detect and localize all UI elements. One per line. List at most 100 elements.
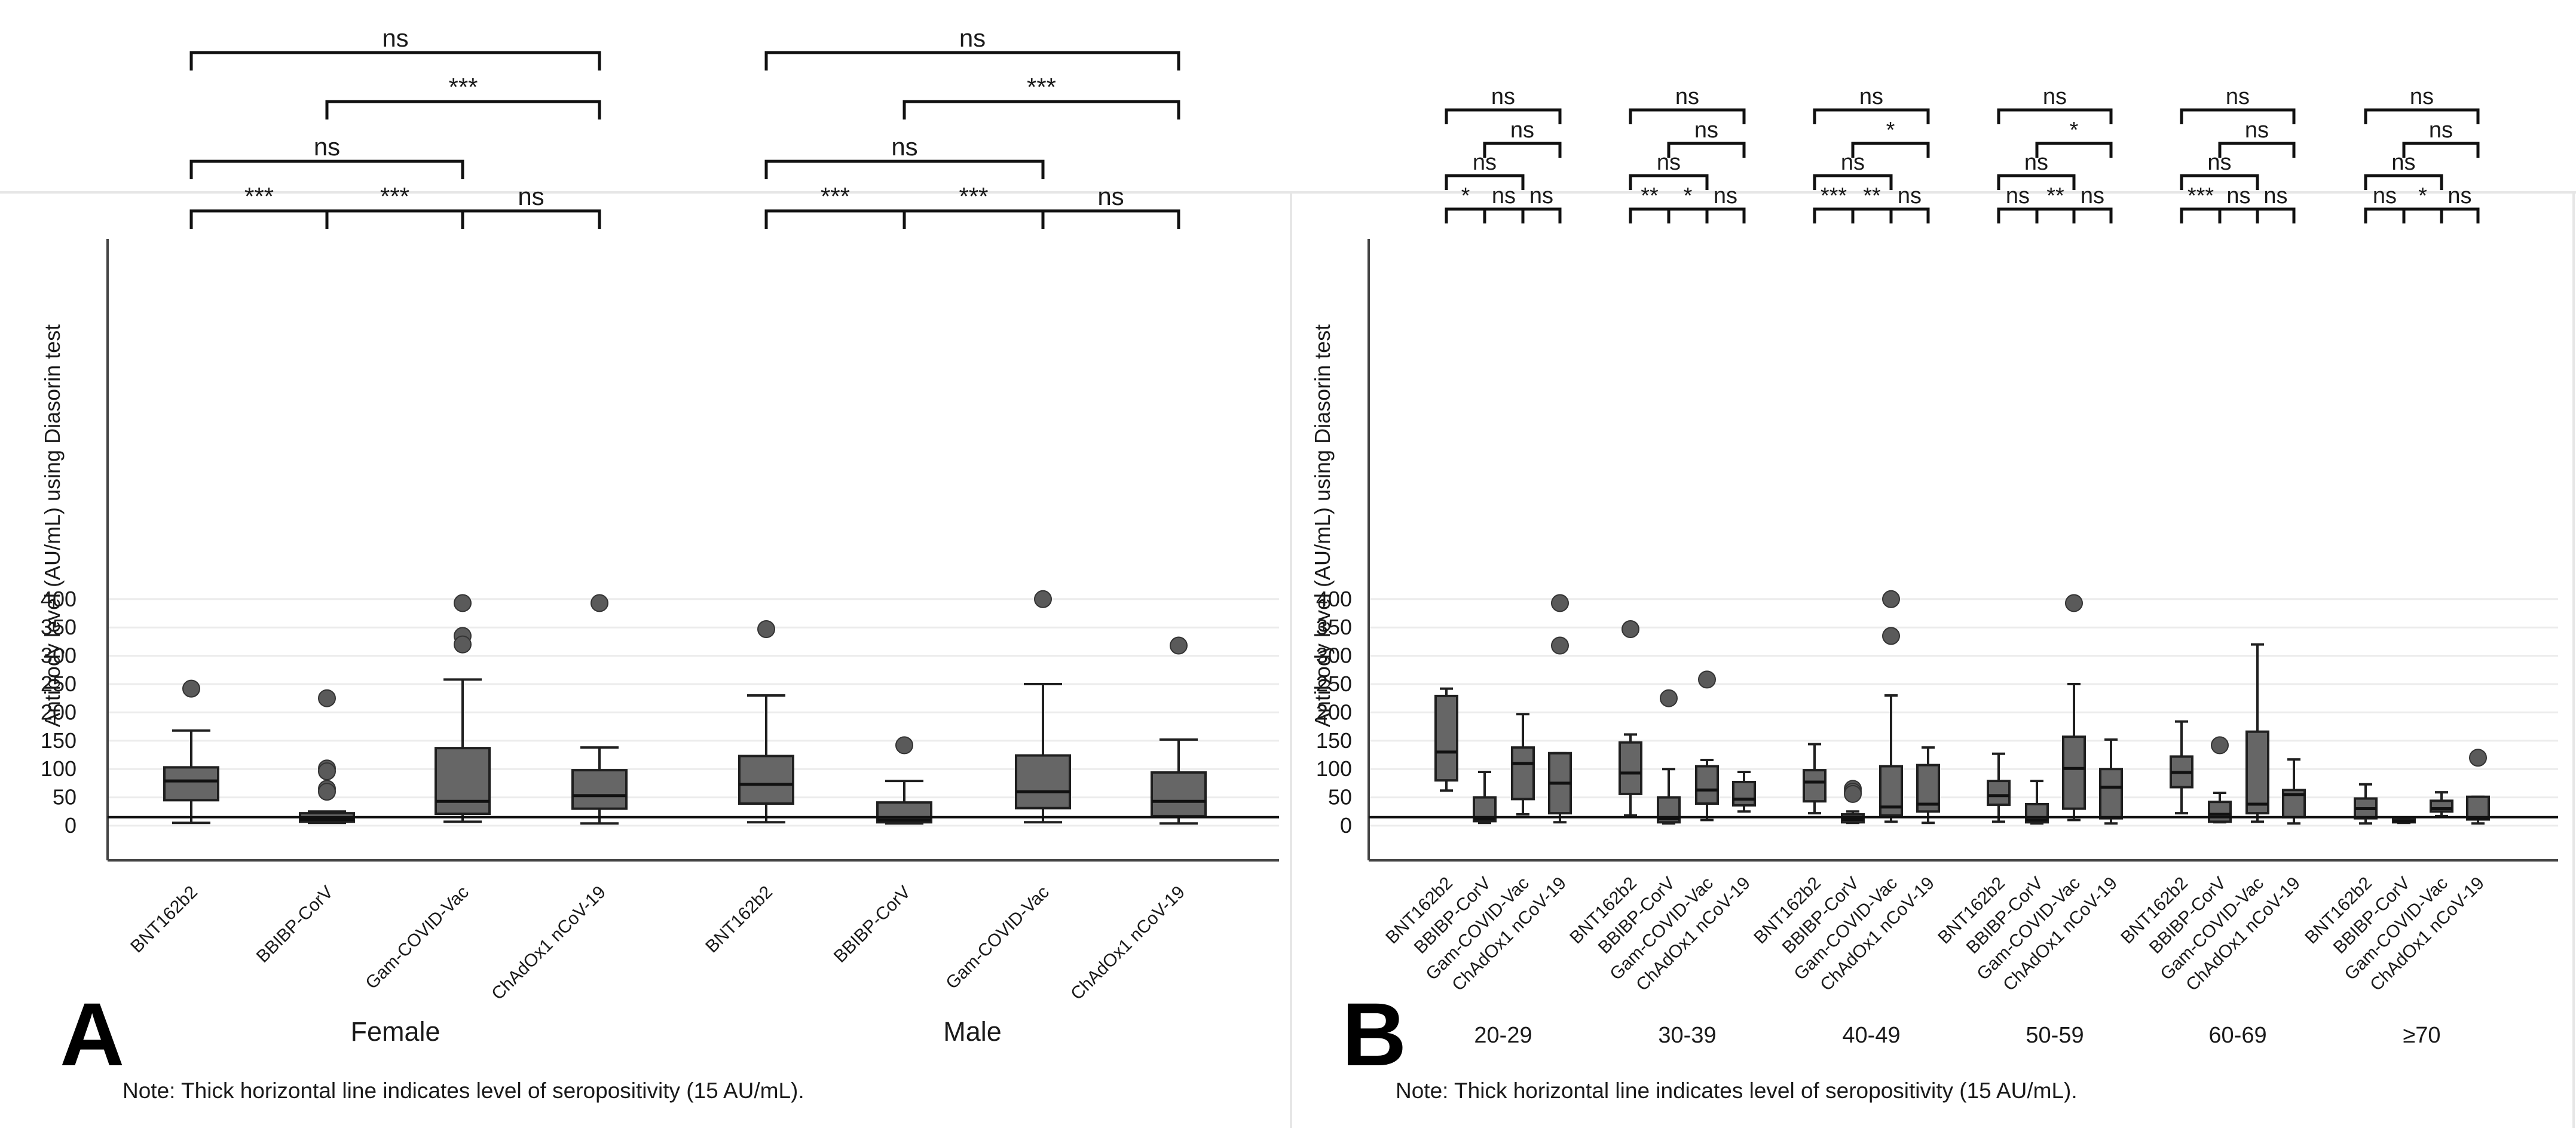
bracket-line	[2218, 142, 2296, 158]
bracket-line	[1997, 174, 2076, 190]
bracket-line	[764, 51, 1180, 70]
significance-label: ns	[1492, 183, 1516, 209]
significance-bracket: ns	[764, 133, 1045, 179]
significance-label: ns	[1473, 150, 1497, 175]
outlier-point	[1034, 590, 1052, 608]
iqr-box	[1987, 780, 2011, 806]
box-male-chadox1-ncov-19	[1151, 636, 1207, 825]
panel-a-note: Note: Thick horizontal line indicates le…	[123, 1078, 804, 1103]
outlier-point	[454, 635, 472, 654]
significance-bracket: ns	[2180, 84, 2296, 124]
significance-label: ***	[959, 182, 988, 210]
outlier-point	[1551, 636, 1569, 655]
bracket-line	[2364, 108, 2480, 124]
significance-bracket: ***	[902, 73, 1180, 119]
significance-label: ***	[1821, 183, 1847, 209]
outlier-point	[1551, 594, 1569, 612]
y-tick-label: 50	[53, 785, 77, 810]
y-tick-label: 350	[41, 615, 77, 639]
y-tick-label: 150	[41, 728, 77, 753]
y-tick-label: 100	[41, 756, 77, 781]
significance-bracket: ns	[1483, 118, 1562, 158]
iqr-box	[1619, 741, 1642, 795]
box-30-39-gam-covid-vac	[1695, 670, 1719, 822]
significance-label: ***	[1027, 73, 1056, 101]
outlier-point	[2211, 736, 2229, 755]
significance-label: ***	[380, 182, 409, 210]
box-50-59-gam-covid-vac	[2062, 594, 2086, 822]
significance-bracket: ns	[2402, 118, 2480, 158]
bracket-line	[2035, 142, 2113, 158]
significance-label: ns	[1859, 84, 1883, 109]
significance-bracket: *	[1851, 118, 1930, 158]
box-50-59-bbibp-corv	[2025, 780, 2049, 825]
y-tick-label: 350	[1316, 615, 1352, 639]
iqr-box	[1151, 771, 1207, 817]
group-label: 60-69	[2208, 1023, 2266, 1048]
significance-bracket: ***	[325, 73, 601, 119]
significance-bracket: ns	[1813, 150, 1893, 190]
box-20-29-chadox1-ncov-19	[1548, 594, 1572, 824]
bracket-line	[1667, 142, 1746, 158]
significance-bracket: ns	[2364, 84, 2480, 124]
significance-label: ns	[959, 24, 986, 52]
iqr-box	[738, 755, 794, 805]
iqr-box	[1015, 754, 1071, 810]
significance-label: ns	[891, 133, 917, 161]
bracket-line	[2072, 207, 2113, 223]
outlier-point	[1622, 620, 1639, 639]
bracket-line	[1705, 207, 1746, 223]
significance-bracket: ns	[1813, 84, 1930, 124]
panel-a-ylabel: Antibody level (AU/mL) using Diasorin te…	[40, 324, 65, 727]
outlier-point	[454, 594, 472, 612]
bracket-line	[902, 100, 1180, 119]
significance-bracket: ***	[189, 182, 329, 229]
significance-bracket: ns	[1997, 84, 2113, 124]
bracket-line	[1629, 108, 1746, 124]
bracket-line	[189, 51, 601, 70]
bracket-line	[325, 100, 601, 119]
bracket-line	[2180, 174, 2259, 190]
box-60-69-bnt162b2	[2170, 720, 2193, 815]
y-tick-label: 300	[1316, 643, 1352, 668]
panel-a-label: A	[60, 984, 124, 1084]
significance-label: ns	[1097, 182, 1124, 210]
box-ge70-bbibp-corv	[2392, 816, 2416, 824]
iqr-box	[2245, 730, 2269, 815]
box-female-bbibp-corv	[299, 689, 355, 824]
significance-label: ns	[2245, 118, 2269, 143]
outlier-point	[1170, 636, 1188, 655]
outlier-point	[318, 783, 336, 801]
significance-label: *	[2070, 118, 2079, 143]
outlier-point	[182, 679, 200, 698]
significance-bracket: ns	[764, 24, 1180, 70]
significance-label: ns	[1657, 150, 1681, 175]
bracket-line	[1813, 108, 1930, 124]
significance-label: ns	[1491, 84, 1515, 109]
outlier-point	[1698, 670, 1716, 689]
outlier-point	[1882, 627, 1900, 645]
box-40-49-gam-covid-vac	[1879, 590, 1903, 823]
significance-label: ns	[1510, 118, 1534, 143]
outlier-point	[318, 762, 336, 780]
significance-label: ns	[2447, 183, 2471, 209]
outlier-point	[318, 689, 336, 707]
significance-label: ns	[2373, 183, 2397, 209]
significance-bracket: ns	[1705, 183, 1746, 223]
bracket-line	[1889, 207, 1930, 223]
box-60-69-bbibp-corv	[2208, 736, 2232, 824]
significance-label: ns	[518, 182, 544, 210]
box-30-39-chadox1-ncov-19	[1732, 770, 1756, 813]
box-40-49-chadox1-ncov-19	[1916, 746, 1940, 824]
significance-label: ns	[2024, 150, 2048, 175]
significance-bracket: ns	[1483, 183, 1525, 223]
box-50-59-bnt162b2	[1987, 752, 2011, 823]
iqr-box	[2062, 735, 2086, 810]
group-label: 40-49	[1842, 1023, 1900, 1048]
significance-bracket: **	[1629, 183, 1671, 223]
box-60-69-chadox1-ncov-19	[2282, 758, 2306, 825]
box-50-59-chadox1-ncov-19	[2099, 738, 2123, 825]
bracket-line	[764, 160, 1045, 179]
bracket-line	[1851, 142, 1930, 158]
significance-label: *	[1684, 183, 1693, 209]
